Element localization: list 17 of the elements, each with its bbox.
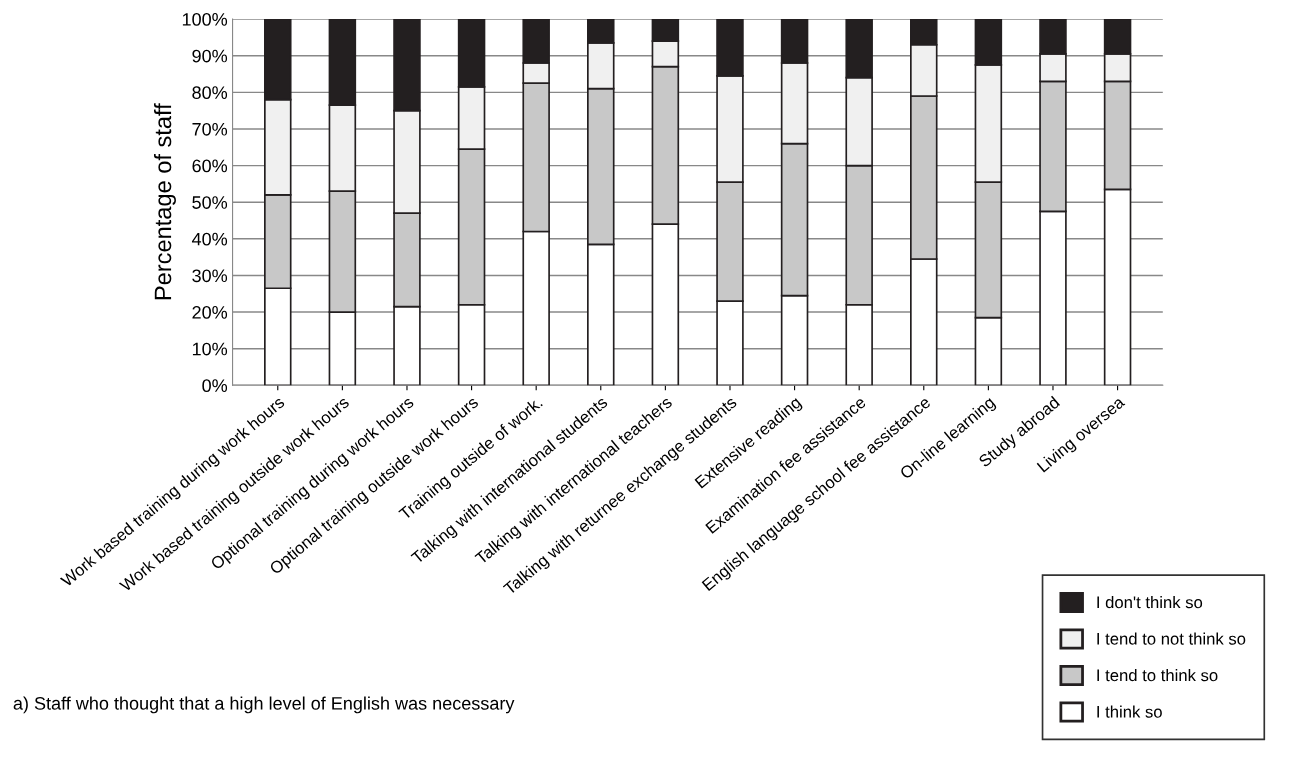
- legend-label: I tend to not think so: [1097, 632, 1246, 645]
- text: a) Staff who thought that a high level of English was necessary: [13, 696, 515, 714]
- y-tick-label: 40%: [191, 232, 228, 246]
- y-tick-label: 10%: [192, 342, 228, 356]
- y-tick-label: 90%: [192, 49, 228, 63]
- y-tick-label: 70%: [192, 122, 228, 136]
- y-axis-title: Percentage of staff: [153, 103, 176, 300]
- y-tick-label: 50%: [192, 196, 228, 209]
- y-tick-label: 80%: [192, 86, 228, 100]
- legend-label: I tend to think so: [1097, 669, 1218, 682]
- legend-label: I think so: [1097, 705, 1162, 718]
- y-tick-label: 100%: [182, 13, 228, 26]
- y-tick-label: 20%: [192, 306, 228, 319]
- y-tick-label: 0%: [202, 379, 228, 393]
- y-tick-label: 30%: [192, 269, 228, 283]
- y-tick-label: 60%: [192, 159, 228, 173]
- legend-label: I don't think so: [1097, 596, 1203, 609]
